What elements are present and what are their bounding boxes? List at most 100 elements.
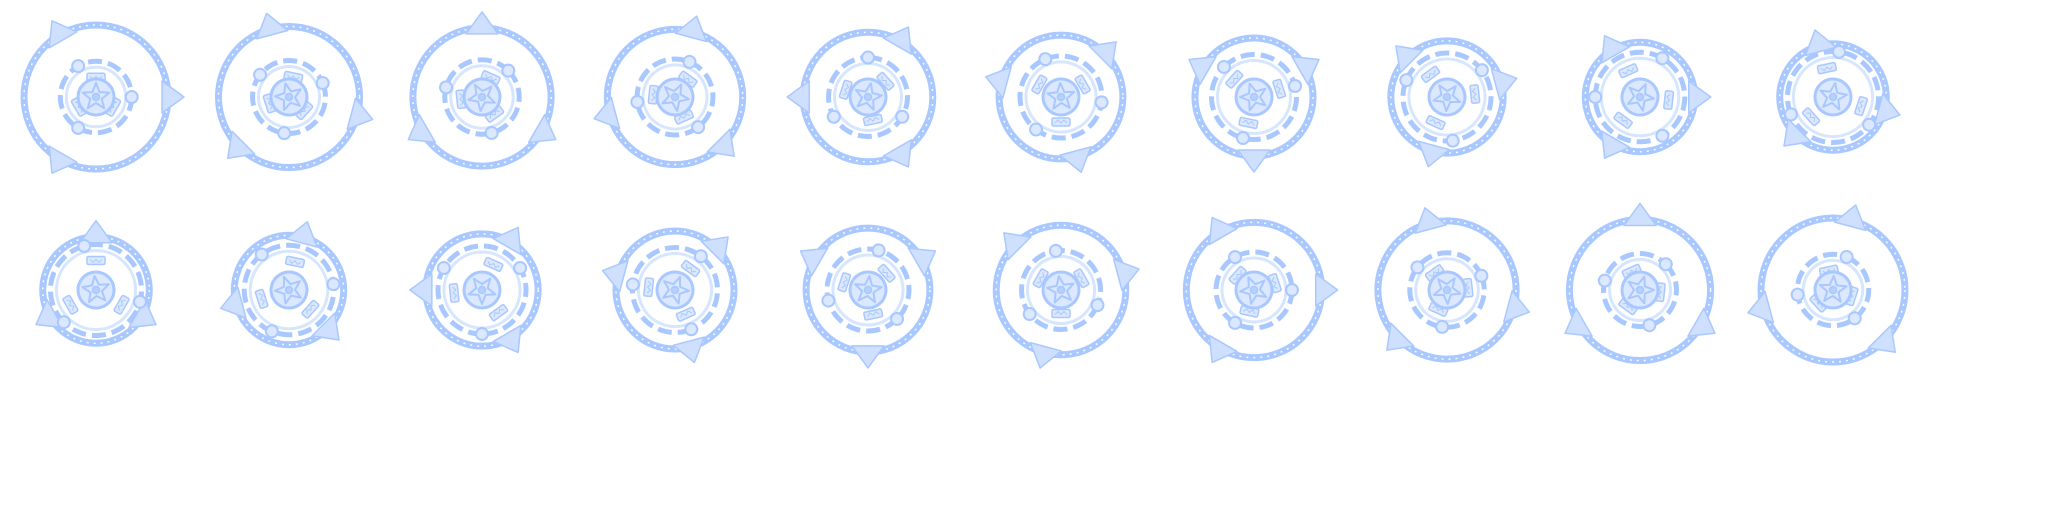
core-sigil	[1813, 270, 1853, 310]
node-orb	[71, 59, 86, 74]
triangle-marker	[1003, 232, 1032, 261]
middle-ring	[1407, 250, 1489, 334]
middle-ring	[630, 54, 716, 138]
star-sigil	[274, 82, 302, 112]
star-sigil	[854, 82, 883, 111]
triangle-marker	[882, 26, 913, 55]
rune-band	[1801, 61, 1869, 127]
node-orb	[439, 80, 454, 95]
star-sigil	[1432, 84, 1462, 112]
triangle-marker	[161, 80, 185, 114]
star-sigil	[467, 83, 496, 112]
triangle-marker	[1687, 307, 1716, 337]
star-sigil	[1046, 275, 1075, 304]
core-sigil	[462, 270, 502, 310]
node-orb	[1862, 117, 1877, 132]
rune-band	[1420, 65, 1481, 131]
rune-band	[1031, 74, 1091, 127]
rune-band	[837, 263, 896, 321]
node-orb	[684, 322, 699, 337]
triangle-marker	[48, 20, 78, 49]
magic-circle-frame	[799, 224, 937, 369]
star-sigil	[81, 275, 110, 304]
ring-marker-group	[786, 26, 913, 168]
node-orb	[1831, 44, 1846, 59]
triangle-marker	[851, 345, 885, 369]
rune-band	[448, 256, 509, 322]
node-orb	[630, 94, 645, 109]
rune-band	[1613, 63, 1675, 129]
triangle-marker	[1623, 202, 1657, 227]
triangle-marker	[285, 220, 318, 248]
ring-marker-group	[1395, 45, 1518, 168]
triangle-marker	[1833, 204, 1867, 232]
core-sigil	[1427, 270, 1467, 310]
outer-ring	[995, 31, 1127, 163]
triangle-marker	[346, 97, 374, 130]
node-orb	[1474, 268, 1489, 283]
middle-ring	[57, 58, 139, 136]
ring-marker-group	[409, 226, 522, 354]
middle-ring	[435, 243, 529, 342]
middle-ring	[1597, 251, 1679, 333]
star-sigil	[1239, 82, 1267, 112]
triangle-marker	[1386, 322, 1415, 351]
core-sigil	[1234, 77, 1274, 117]
ring-marker-group	[1003, 232, 1140, 369]
ring-marker-group	[1747, 204, 1896, 353]
ring-marker-group	[1601, 35, 1712, 159]
triangle-marker	[1687, 80, 1712, 114]
triangle-marker	[465, 11, 499, 35]
rune-band	[62, 255, 130, 315]
node-orb	[1655, 128, 1670, 143]
node-orb	[1228, 315, 1243, 330]
node-orb	[1839, 250, 1854, 265]
ring-marker-group	[1564, 202, 1716, 337]
magic-circle-frame	[409, 226, 542, 354]
star-sigil	[1818, 275, 1848, 303]
middle-ring	[1019, 243, 1105, 332]
triangle-marker	[1867, 324, 1896, 353]
magic-circle-frame	[786, 26, 937, 168]
ring-marker-group	[799, 247, 937, 369]
node-orb	[1435, 319, 1450, 334]
node-orb	[691, 120, 706, 135]
middle-ring	[241, 242, 341, 339]
triangle-marker	[1237, 149, 1271, 173]
node-orb	[1655, 51, 1670, 66]
node-orb	[1642, 318, 1657, 333]
magic-circle-frame	[20, 20, 185, 174]
triangle-marker	[1059, 146, 1092, 174]
star-sigil	[1626, 83, 1655, 112]
triangle-marker	[1291, 55, 1320, 86]
magic-circle-frame	[593, 15, 747, 169]
node-orb	[71, 120, 86, 135]
core-sigil	[655, 77, 695, 117]
triangle-marker	[1747, 290, 1775, 324]
triangle-marker	[984, 66, 1012, 99]
triangle-marker	[48, 145, 78, 174]
triangle-marker	[1088, 41, 1117, 70]
rune-band	[1032, 268, 1090, 319]
middle-ring	[47, 239, 147, 339]
node-orb	[77, 239, 92, 254]
middle-ring	[821, 243, 912, 334]
node-orb	[1216, 59, 1231, 74]
star-sigil	[274, 275, 302, 305]
middle-ring	[625, 244, 721, 337]
magic-circle-frame	[601, 227, 738, 364]
magic-circle-frame	[1581, 35, 1712, 159]
middle-ring	[1208, 51, 1303, 146]
middle-ring	[1588, 49, 1688, 145]
core-sigil	[848, 270, 888, 310]
magic-circle-frame	[407, 11, 557, 170]
core-sigil	[1234, 270, 1274, 310]
star-sigil	[1046, 82, 1076, 110]
magic-circle-frame	[1776, 29, 1901, 154]
node-orb	[826, 109, 841, 124]
magic-circle-frame	[1374, 207, 1530, 363]
magic-circle-frame	[984, 31, 1127, 174]
node-orb	[1228, 250, 1243, 265]
triangle-marker	[907, 247, 937, 277]
node-orb	[132, 294, 147, 309]
